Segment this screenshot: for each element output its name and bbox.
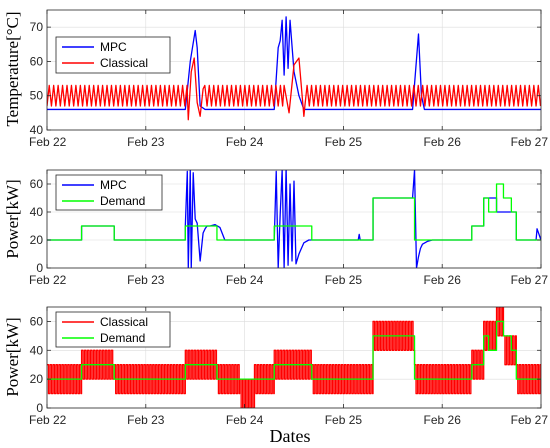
y-tick-label: 60 — [30, 314, 44, 328]
series-line-mpc — [47, 16, 541, 111]
x-tick-label: Feb 26 — [424, 135, 462, 149]
legend: Classical Demand — [55, 311, 171, 348]
legend-label-demand: Demand — [100, 331, 145, 345]
x-tick-label: Feb 23 — [127, 273, 165, 287]
x-tick-label: Feb 22 — [29, 273, 67, 287]
x-tick-label: Feb 23 — [127, 413, 165, 427]
legend-box — [55, 311, 171, 348]
y-axis-label: Power[kW] — [3, 179, 22, 258]
series-line-classical — [47, 307, 541, 408]
y-tick-label: 0 — [36, 261, 43, 275]
x-tick-label: Feb 27 — [511, 135, 549, 149]
y-tick-label: 60 — [30, 54, 44, 68]
x-tick-label: Feb 24 — [226, 135, 264, 149]
x-tick-label: Feb 22 — [29, 135, 67, 149]
x-tick-label: Feb 25 — [325, 413, 363, 427]
y-tick-label: 20 — [30, 372, 44, 386]
x-tick-label: Feb 26 — [424, 273, 462, 287]
series-line-classical — [47, 57, 541, 121]
plot-frame — [46, 169, 542, 269]
y-axis-label: Temperature[°C] — [3, 11, 22, 126]
legend-box — [55, 36, 171, 74]
legend-label-classical: Classical — [100, 56, 148, 70]
legend: MPC Classical — [55, 36, 171, 74]
chart-panel-3: 0 20 40 60 Feb 22 Feb 23 Feb 24 Feb 25 Feb 26 Feb… — [3, 306, 549, 427]
chart-panel-2: 0 20 40 60 Feb 22 Feb 23 Feb 24 Feb 25 Feb 26 Feb… — [3, 169, 549, 287]
x-tick-label: Feb 23 — [127, 135, 165, 149]
series-group — [47, 307, 541, 408]
x-tick-label: Feb 25 — [325, 135, 363, 149]
y-tick-label: 20 — [30, 233, 44, 247]
series-line-demand — [47, 183, 541, 241]
legend: MPC Demand — [55, 174, 163, 211]
plot-frame — [46, 306, 542, 409]
y-axis-label: Power[kW] — [3, 317, 22, 396]
x-tick-label: Feb 22 — [29, 413, 67, 427]
legend-label-classical: Classical — [100, 315, 148, 329]
legend-box — [55, 174, 163, 211]
y-tick-label: 60 — [30, 177, 44, 191]
x-tick-label: Feb 24 — [226, 413, 264, 427]
x-tick-label: Feb 27 — [511, 413, 549, 427]
y-tick-label: 0 — [36, 401, 43, 415]
series-line-demand — [47, 320, 541, 380]
legend-label-mpc: MPC — [100, 40, 127, 54]
y-tick-label: 50 — [30, 89, 44, 103]
x-tick-label: Feb 27 — [511, 273, 549, 287]
y-tick-label: 40 — [30, 205, 44, 219]
series-group — [47, 170, 541, 268]
y-tick-label: 70 — [30, 20, 44, 34]
y-tick-label: 40 — [30, 123, 44, 137]
y-tick-label: 40 — [30, 343, 44, 357]
x-tick-label: Feb 26 — [424, 413, 462, 427]
legend-label-demand: Demand — [100, 194, 145, 208]
chart-panel-1: 40 50 60 70 Feb 22 Feb 23 Feb 24 Feb 25 Feb 26 Fe… — [3, 9, 549, 149]
x-tick-label: Feb 25 — [325, 273, 363, 287]
series-group — [47, 16, 541, 121]
x-tick-label: Feb 24 — [226, 273, 264, 287]
legend-label-mpc: MPC — [100, 178, 127, 192]
plot-frame — [46, 9, 542, 131]
x-axis-label: Dates — [270, 426, 311, 446]
